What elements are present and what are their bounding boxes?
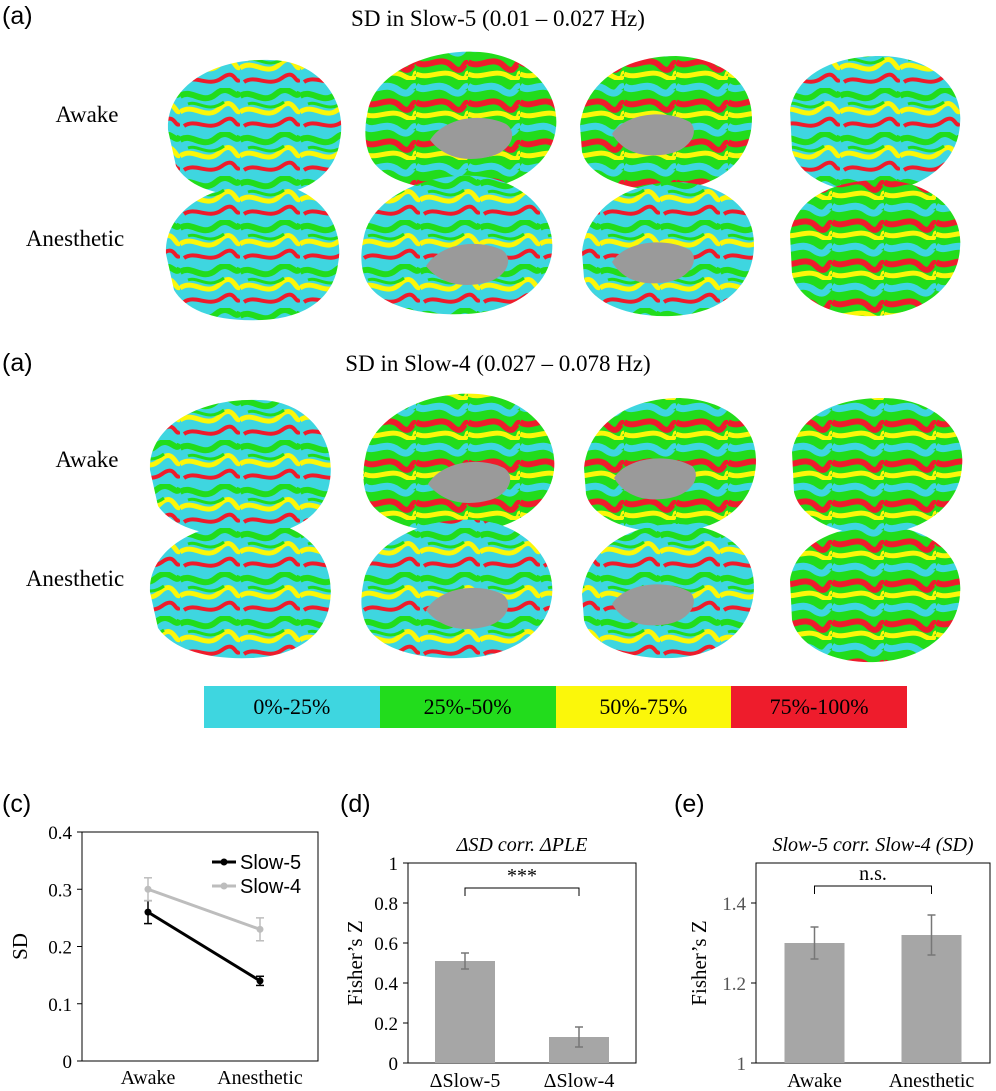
colorbar-label: 75%-100% (769, 694, 869, 719)
plot-frame (755, 862, 991, 1064)
bar (901, 935, 962, 1063)
y-axis-label: Fisher’s Z (687, 920, 711, 1005)
y-tick-label: 1 (389, 854, 399, 875)
chart-title: Slow-5 corr. Slow-4 (SD) (772, 834, 973, 856)
data-point (144, 908, 152, 916)
x-tick-label: ΔSlow-5 (430, 1070, 501, 1091)
legend-marker (220, 858, 228, 866)
colorbar-segment-3: 75%-100% (731, 686, 907, 728)
y-tick-label: 0.3 (48, 880, 72, 901)
colorbar-label: 25%-50% (423, 694, 512, 719)
legend-label: Slow-5 (240, 852, 301, 874)
colorbar-segment-1: 25%-50% (379, 686, 556, 728)
legend-marker (220, 882, 228, 890)
brain-maps (149, 51, 963, 663)
y-tick-label: 0.4 (48, 823, 72, 844)
colorbar-label: 50%-75% (599, 694, 688, 719)
chart-e: 1 1.2 1.4 Fisher’s Z Slow-5 corr. Slow-4 (SD… (687, 834, 991, 1091)
colorbar-segment-0: 0%-25% (204, 686, 380, 728)
significance-label: *** (507, 865, 537, 887)
x-tick-label: ΔSlow-4 (544, 1070, 615, 1091)
data-point (144, 885, 152, 893)
row-label-anesthetic-slow5: Anesthetic (25, 226, 125, 251)
y-axis-label: Fisher’s Z (343, 920, 367, 1005)
y-axis-label: SD (8, 933, 32, 960)
y-tick-label: 1.4 (722, 894, 746, 915)
y-tick-label: 0 (63, 1052, 73, 1073)
row-label-awake-slow5: Awake (55, 102, 119, 127)
legend-label: Slow-4 (240, 876, 301, 898)
data-point (256, 925, 264, 933)
row-label-anesthetic-slow4: Anesthetic (25, 566, 125, 591)
y-tick-label: 0.4 (374, 974, 398, 995)
x-tick-label: Anesthetic (889, 1070, 975, 1091)
significance-bracket (814, 885, 932, 894)
row-label-awake-slow4: Awake (55, 447, 119, 472)
significance-label: n.s. (859, 863, 887, 885)
bar (784, 943, 845, 1063)
colorbar: 0%-25% 25%-50% 50%-75% 75%-100% (204, 686, 907, 728)
y-tick-label: 0 (389, 1054, 399, 1075)
series-line-slow-5 (147, 910, 261, 983)
bar (435, 961, 495, 1063)
colorbar-label: 0%-25% (253, 694, 331, 719)
y-tick-label: 0.2 (48, 938, 72, 959)
plot-frame (407, 862, 637, 1064)
data-point (256, 977, 264, 985)
series-line-slow-4 (147, 887, 261, 931)
chart-d: 0 0.2 0.4 0.6 0.8 1 Fisher’s Z ΔSD corr. ΔPLE ΔS… (343, 834, 637, 1091)
panel-title-slow5: SD in Slow-5 (0.01 – 0.027 Hz) (351, 6, 645, 31)
y-tick-label: 1 (737, 1054, 747, 1075)
y-tick-label: 0.2 (374, 1014, 398, 1035)
panel-label-c: (c) (2, 790, 32, 818)
panel-label-e: (e) (674, 790, 705, 818)
x-tick-label: Anesthetic (217, 1067, 303, 1089)
x-tick-label: Awake (787, 1070, 842, 1091)
panel-label-middle: (a) (2, 349, 33, 377)
significance-bracket (464, 887, 580, 896)
y-tick-label: 0.6 (374, 934, 398, 955)
y-tick-label: 0.8 (374, 894, 398, 915)
x-tick-label: Awake (121, 1067, 176, 1089)
y-tick-label: 0.1 (48, 995, 72, 1016)
chart-title: ΔSD corr. ΔPLE (456, 834, 588, 856)
chart-c: 0 0.1 0.2 0.3 0.4 SD Awake Anesthetic Slow-5Slow… (8, 823, 319, 1089)
y-tick-label: 1.2 (722, 974, 746, 995)
panel-title-slow4: SD in Slow-4 (0.027 – 0.078 Hz) (345, 351, 651, 376)
panel-label-top: (a) (2, 2, 33, 30)
panel-label-d: (d) (340, 790, 371, 818)
colorbar-segment-2: 50%-75% (555, 686, 732, 728)
